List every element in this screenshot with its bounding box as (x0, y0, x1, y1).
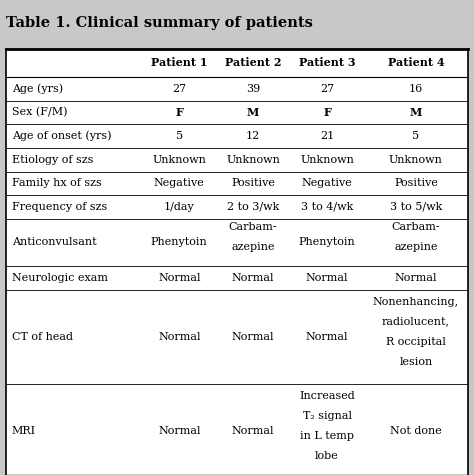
Text: 39: 39 (246, 84, 260, 94)
Text: Unknown: Unknown (389, 155, 443, 165)
Text: Patient 1: Patient 1 (151, 57, 208, 68)
Text: 1/day: 1/day (164, 202, 195, 212)
Text: Sex (F/M): Sex (F/M) (12, 107, 67, 118)
Text: 16: 16 (409, 84, 423, 94)
Text: Not done: Not done (390, 426, 442, 436)
Text: 5: 5 (176, 131, 183, 141)
Text: Phenytoin: Phenytoin (151, 238, 208, 247)
Text: Neurologic exam: Neurologic exam (12, 273, 108, 283)
Text: 3 to 5/wk: 3 to 5/wk (390, 202, 442, 212)
Text: Table 1. Clinical summary of patients: Table 1. Clinical summary of patients (6, 16, 313, 29)
Text: Normal: Normal (158, 332, 201, 342)
Text: T₂ signal: T₂ signal (302, 411, 352, 421)
Text: Unknown: Unknown (226, 155, 280, 165)
Text: Phenytoin: Phenytoin (299, 238, 356, 247)
Text: Age of onset (yrs): Age of onset (yrs) (12, 131, 111, 142)
Text: F: F (323, 107, 331, 118)
Text: Normal: Normal (158, 426, 201, 436)
Text: R occipital: R occipital (386, 337, 446, 347)
Text: Unknown: Unknown (152, 155, 206, 165)
Text: Nonenhancing,: Nonenhancing, (373, 296, 459, 307)
Text: Positive: Positive (231, 178, 275, 189)
Text: Unknown: Unknown (300, 155, 354, 165)
Text: Normal: Normal (232, 273, 274, 283)
Text: Normal: Normal (158, 273, 201, 283)
Text: Anticonvulsant: Anticonvulsant (12, 238, 96, 247)
Text: lobe: lobe (315, 451, 339, 461)
Text: in L temp: in L temp (300, 431, 354, 441)
Text: 3 to 4/wk: 3 to 4/wk (301, 202, 353, 212)
Text: M: M (247, 107, 259, 118)
Text: Normal: Normal (306, 332, 348, 342)
Text: Normal: Normal (306, 273, 348, 283)
Text: 27: 27 (320, 84, 334, 94)
Text: Etiology of szs: Etiology of szs (12, 155, 93, 165)
Text: azepine: azepine (394, 242, 438, 252)
Text: radiolucent,: radiolucent, (382, 317, 450, 327)
Text: Negative: Negative (154, 178, 205, 189)
Text: Normal: Normal (232, 426, 274, 436)
Text: 27: 27 (172, 84, 186, 94)
Text: Increased: Increased (299, 391, 355, 401)
Text: 21: 21 (320, 131, 334, 141)
Text: Patient 3: Patient 3 (299, 57, 356, 68)
Text: Frequency of szs: Frequency of szs (12, 202, 107, 212)
Text: MRI: MRI (12, 426, 36, 436)
Text: 2 to 3/wk: 2 to 3/wk (227, 202, 279, 212)
Text: CT of head: CT of head (12, 332, 73, 342)
Text: 12: 12 (246, 131, 260, 141)
Text: Normal: Normal (232, 332, 274, 342)
Text: Patient 4: Patient 4 (388, 57, 444, 68)
Text: Normal: Normal (395, 273, 437, 283)
Text: Age (yrs): Age (yrs) (12, 84, 63, 94)
Text: Patient 2: Patient 2 (225, 57, 282, 68)
Text: Carbam-: Carbam- (392, 222, 440, 232)
Text: Negative: Negative (301, 178, 353, 189)
Text: Positive: Positive (394, 178, 438, 189)
Text: Carbam-: Carbam- (229, 222, 277, 232)
Text: F: F (175, 107, 183, 118)
Text: M: M (410, 107, 422, 118)
Text: 5: 5 (412, 131, 419, 141)
Text: Family hx of szs: Family hx of szs (12, 178, 101, 189)
Text: lesion: lesion (399, 357, 433, 367)
Text: azepine: azepine (231, 242, 275, 252)
